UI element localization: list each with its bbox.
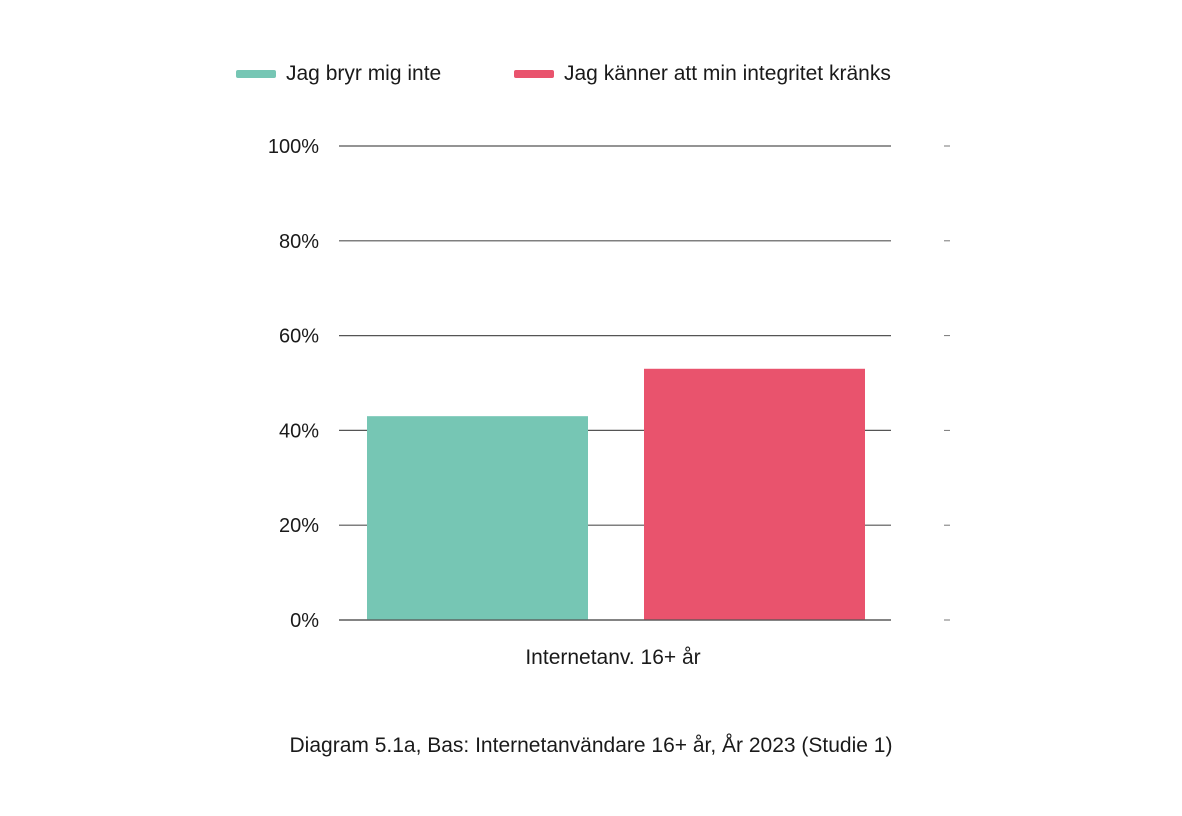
x-category-label: Internetanv. 16+ år [525, 646, 700, 669]
y-tick-label: 20% [279, 515, 319, 537]
legend-label-series-2: Jag känner att min integritet kränks [564, 62, 891, 85]
y-tick-label: 40% [279, 420, 319, 442]
legend-swatch-series-2 [514, 70, 554, 78]
bar-series-2 [644, 368, 865, 620]
y-tick-label: 60% [279, 326, 319, 348]
legend-label-series-1: Jag bryr mig inte [286, 62, 442, 85]
y-tick-label: 80% [279, 231, 319, 253]
y-tick-label: 100% [268, 136, 319, 158]
legend-item-series-2: Jag känner att min integritet kränks [514, 58, 891, 90]
bar-series-1 [367, 416, 588, 620]
legend-swatch-series-1 [236, 70, 276, 78]
chart-caption: Diagram 5.1a, Bas: Internetanvändare 16+… [289, 734, 893, 757]
legend-item-series-1: Jag bryr mig inte [236, 58, 441, 90]
chart-legend: Jag bryr mig inte Jag känner att min int… [0, 58, 1182, 90]
y-tick-label: 0% [290, 610, 319, 632]
